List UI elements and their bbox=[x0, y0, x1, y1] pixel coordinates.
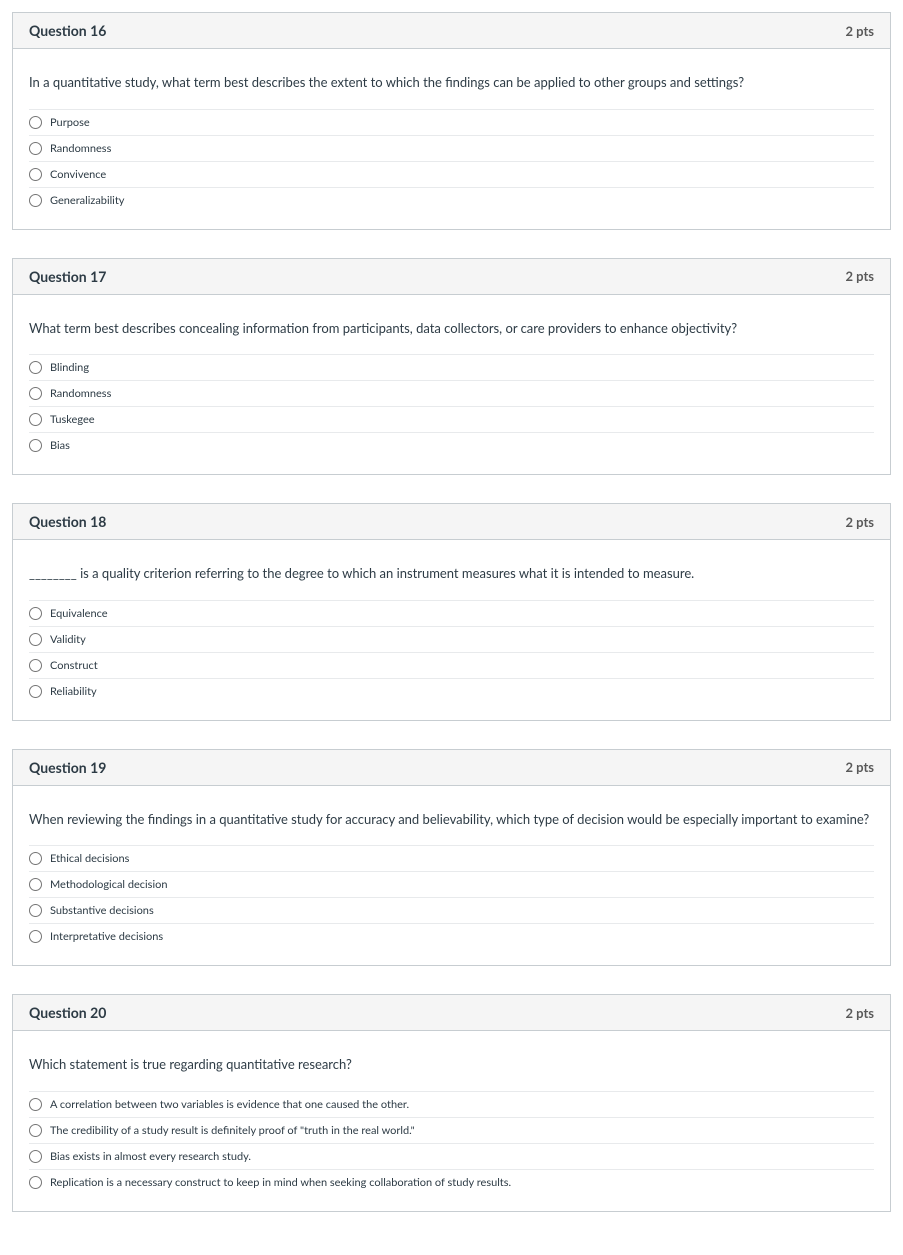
answer-label: Tuskegee bbox=[50, 413, 95, 426]
answer-label: Ethical decisions bbox=[50, 852, 129, 865]
question-points: 2 pts bbox=[845, 1005, 874, 1021]
question-text: In a quantitative study, what term best … bbox=[29, 49, 874, 109]
answer-item: Purpose bbox=[29, 109, 874, 135]
answer-radio[interactable] bbox=[29, 633, 42, 646]
question-body: In a quantitative study, what term best … bbox=[13, 49, 890, 229]
answer-radio[interactable] bbox=[29, 930, 42, 943]
question-body: Which statement is true regarding quanti… bbox=[13, 1031, 890, 1211]
answer-item: Substantive decisions bbox=[29, 897, 874, 923]
question-header: Question 18 2 pts bbox=[13, 504, 890, 540]
question-header: Question 20 2 pts bbox=[13, 995, 890, 1031]
answer-radio[interactable] bbox=[29, 116, 42, 129]
answer-radio[interactable] bbox=[29, 1150, 42, 1163]
answer-item: Construct bbox=[29, 652, 874, 678]
answer-list: Blinding Randomness Tuskegee Bias bbox=[29, 354, 874, 458]
answer-radio[interactable] bbox=[29, 387, 42, 400]
answer-item: Generalizability bbox=[29, 187, 874, 213]
answer-radio[interactable] bbox=[29, 1124, 42, 1137]
answer-radio[interactable] bbox=[29, 1098, 42, 1111]
question-title: Question 19 bbox=[29, 759, 106, 776]
answer-radio[interactable] bbox=[29, 1176, 42, 1189]
answer-radio[interactable] bbox=[29, 439, 42, 452]
answer-list: Equivalence Validity Construct Reliability bbox=[29, 600, 874, 704]
answer-list: Purpose Randomness Convivence Generalizabil… bbox=[29, 109, 874, 213]
question-title: Question 17 bbox=[29, 268, 106, 285]
answer-radio[interactable] bbox=[29, 361, 42, 374]
answer-radio[interactable] bbox=[29, 607, 42, 620]
answer-label: Bias bbox=[50, 439, 70, 452]
answer-item: Replication is a necessary construct to … bbox=[29, 1169, 874, 1195]
answer-label: Generalizability bbox=[50, 194, 124, 207]
question-block: Question 20 2 pts Which statement is true … bbox=[12, 994, 891, 1212]
answer-item: Randomness bbox=[29, 135, 874, 161]
answer-radio[interactable] bbox=[29, 904, 42, 917]
answer-label: Reliability bbox=[50, 685, 97, 698]
answer-label: Interpretative decisions bbox=[50, 930, 163, 943]
answer-label: Purpose bbox=[50, 116, 90, 129]
answer-item: Interpretative decisions bbox=[29, 923, 874, 949]
answer-label: Equivalence bbox=[50, 607, 108, 620]
answer-list: Ethical decisions Methodological decision… bbox=[29, 845, 874, 949]
question-header: Question 17 2 pts bbox=[13, 259, 890, 295]
question-body: ________ is a quality criterion referrin… bbox=[13, 540, 890, 720]
answer-item: The credibility of a study result is def… bbox=[29, 1117, 874, 1143]
question-block: Question 19 2 pts When reviewing the findi… bbox=[12, 749, 891, 967]
answer-item: Convivence bbox=[29, 161, 874, 187]
answer-label: Convivence bbox=[50, 168, 106, 181]
question-points: 2 pts bbox=[845, 759, 874, 775]
answer-radio[interactable] bbox=[29, 168, 42, 181]
answer-item: Equivalence bbox=[29, 600, 874, 626]
question-points: 2 pts bbox=[845, 23, 874, 39]
answer-item: Tuskegee bbox=[29, 406, 874, 432]
answer-radio[interactable] bbox=[29, 852, 42, 865]
question-body: When reviewing the findings in a quantit… bbox=[13, 786, 890, 966]
answer-label: Replication is a necessary construct to … bbox=[50, 1176, 511, 1189]
question-points: 2 pts bbox=[845, 514, 874, 530]
answer-label: Bias exists in almost every research stu… bbox=[50, 1150, 251, 1163]
answer-label: Randomness bbox=[50, 387, 111, 400]
question-text: When reviewing the findings in a quantit… bbox=[29, 786, 874, 846]
answer-label: A correlation between two variables is e… bbox=[50, 1098, 409, 1111]
answer-list: A correlation between two variables is e… bbox=[29, 1091, 874, 1195]
answer-label: Methodological decision bbox=[50, 878, 167, 891]
question-body: What term best describes concealing info… bbox=[13, 295, 890, 475]
question-header: Question 19 2 pts bbox=[13, 750, 890, 786]
answer-label: Randomness bbox=[50, 142, 111, 155]
answer-radio[interactable] bbox=[29, 685, 42, 698]
answer-label: Substantive decisions bbox=[50, 904, 154, 917]
question-title: Question 20 bbox=[29, 1004, 106, 1021]
answer-item: Methodological decision bbox=[29, 871, 874, 897]
answer-item: Reliability bbox=[29, 678, 874, 704]
question-block: Question 18 2 pts ________ is a quality cr… bbox=[12, 503, 891, 721]
answer-item: Blinding bbox=[29, 354, 874, 380]
question-title: Question 16 bbox=[29, 22, 106, 39]
answer-item: A correlation between two variables is e… bbox=[29, 1091, 874, 1117]
question-title: Question 18 bbox=[29, 513, 106, 530]
quiz-container: Question 16 2 pts In a quantitative study,… bbox=[12, 12, 891, 1212]
answer-item: Validity bbox=[29, 626, 874, 652]
answer-item: Bias exists in almost every research stu… bbox=[29, 1143, 874, 1169]
question-points: 2 pts bbox=[845, 268, 874, 284]
question-text: Which statement is true regarding quanti… bbox=[29, 1031, 874, 1091]
answer-radio[interactable] bbox=[29, 194, 42, 207]
answer-radio[interactable] bbox=[29, 142, 42, 155]
answer-label: Construct bbox=[50, 659, 98, 672]
answer-item: Ethical decisions bbox=[29, 845, 874, 871]
answer-label: The credibility of a study result is def… bbox=[50, 1124, 415, 1137]
question-text: What term best describes concealing info… bbox=[29, 295, 874, 355]
question-block: Question 16 2 pts In a quantitative study,… bbox=[12, 12, 891, 230]
answer-label: Validity bbox=[50, 633, 86, 646]
question-header: Question 16 2 pts bbox=[13, 13, 890, 49]
answer-radio[interactable] bbox=[29, 659, 42, 672]
question-text: ________ is a quality criterion referrin… bbox=[29, 540, 874, 600]
answer-item: Randomness bbox=[29, 380, 874, 406]
answer-item: Bias bbox=[29, 432, 874, 458]
answer-radio[interactable] bbox=[29, 413, 42, 426]
question-block: Question 17 2 pts What term best describes… bbox=[12, 258, 891, 476]
answer-radio[interactable] bbox=[29, 878, 42, 891]
answer-label: Blinding bbox=[50, 361, 89, 374]
